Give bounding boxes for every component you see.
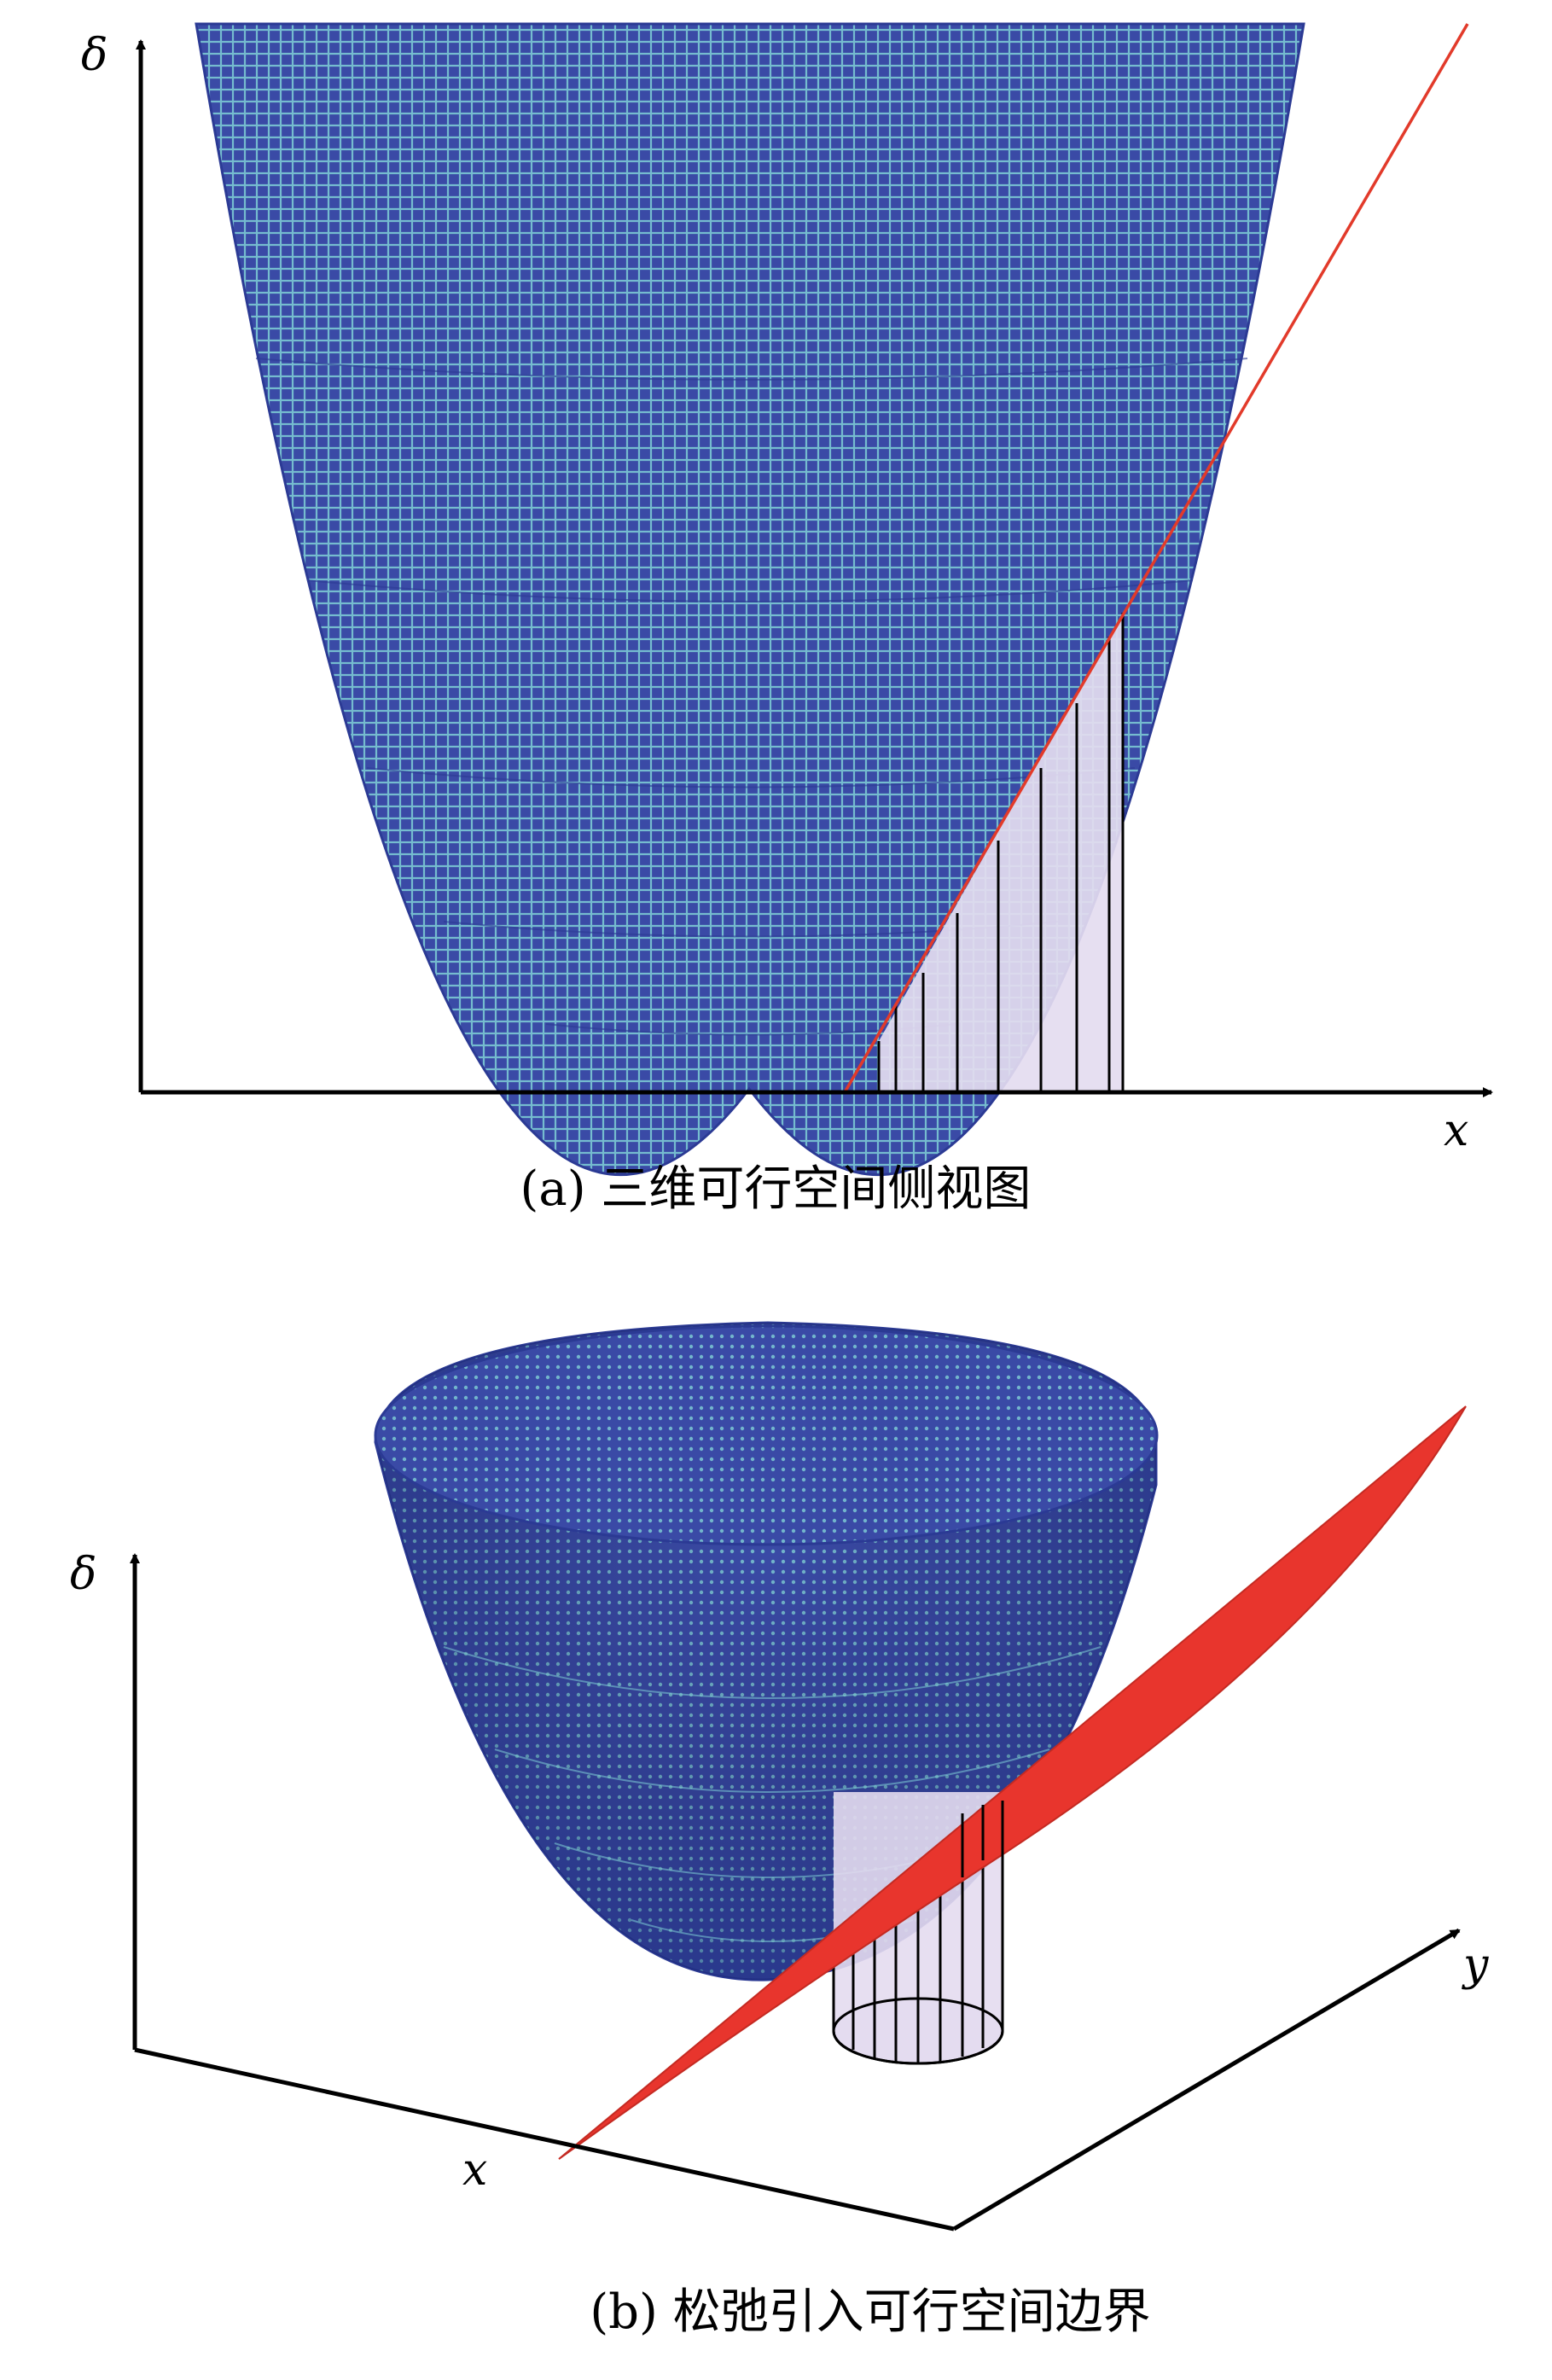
paraboloid-rim (374, 1324, 1159, 1546)
panel-b: δ x y (b) 松弛引入可行空间边界 (70, 1321, 1489, 2340)
panel-a: δ x (a) 三维可行空间侧视图 (81, 22, 1493, 1217)
axis-x-b (134, 2047, 955, 2232)
axis-y-label-b: y (1462, 1940, 1489, 1991)
caption-b: (b) 松弛引入可行空间边界 (590, 2284, 1150, 2340)
tangent-line (843, 23, 1469, 1093)
axis-delta-label-b: δ (70, 1549, 96, 1600)
cylinder-front-b (832, 1801, 1004, 2065)
feasible-region-a (879, 613, 1123, 1091)
paraboloid-surface-side (195, 22, 1305, 1176)
axis-x-label-a: x (1444, 1105, 1468, 1156)
axis-y-b (952, 1928, 1461, 2232)
region-hatching-a (877, 613, 1125, 1091)
relaxation-plane (558, 1405, 1467, 2160)
caption-a: (a) 三维可行空间侧视图 (520, 1161, 1032, 1217)
paraboloid-level-curves (255, 358, 1248, 1036)
axis-delta-label-a: δ (81, 30, 108, 81)
axis-x-label-b: x (462, 2144, 487, 2196)
